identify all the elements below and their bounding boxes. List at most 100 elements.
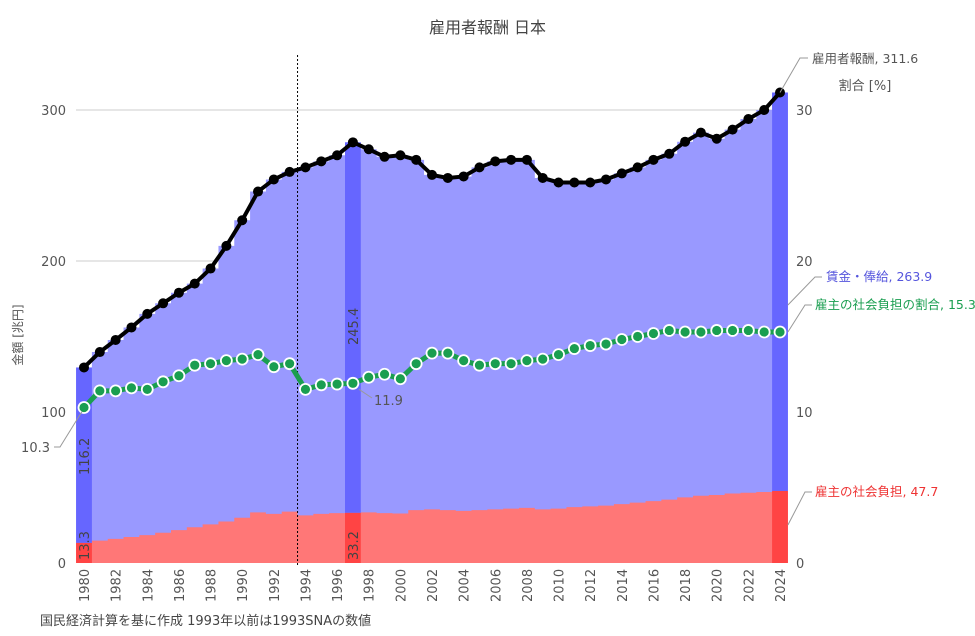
employer-burden-area [76, 490, 788, 563]
leader-burden [787, 491, 812, 526]
total-point [474, 162, 485, 173]
ratio-point [741, 324, 755, 337]
ratio-point [631, 330, 645, 343]
total-point [521, 154, 532, 165]
ratio-point [299, 382, 312, 396]
total-point [300, 162, 311, 173]
wages-highlight-bar [772, 92, 788, 491]
label-burden-end: 雇主の社会負担, 47.7 [815, 484, 938, 499]
total-point [363, 144, 374, 155]
footnote: 国民経済計算を基に作成 1993年以前は1993SNAの数値 [40, 614, 372, 629]
total-point [173, 287, 184, 298]
ratio-point [599, 337, 613, 351]
total-point [253, 186, 263, 197]
total-point [158, 298, 169, 309]
ratio-point [583, 339, 597, 352]
y-tick-label: 300 [41, 104, 66, 119]
total-point [79, 362, 89, 373]
y2-tick-label: 10 [796, 406, 813, 421]
x-tick-label: 2024 [774, 569, 789, 602]
ratio-point [441, 346, 455, 360]
x-tick-label: 1994 [299, 569, 314, 602]
total-point [759, 105, 770, 115]
x-tick-label: 1998 [363, 569, 378, 602]
y2-axis-title: 割合 [%] [839, 78, 892, 94]
total-point [632, 162, 643, 173]
ratio-point [567, 342, 581, 355]
ratio-point [283, 357, 297, 371]
x-tick-label: 2010 [553, 569, 568, 602]
label-total-end: 雇用者報酬, 311.6 [812, 51, 918, 66]
leader-total [779, 57, 808, 93]
ratio-point [251, 348, 265, 362]
ratio-point [77, 401, 91, 414]
chart-title: 雇用者報酬 日本 [428, 18, 547, 37]
total-point [537, 172, 548, 183]
total-point [142, 308, 153, 319]
x-tick-label: 2006 [489, 569, 504, 602]
ratio-point [520, 354, 534, 368]
total-point [569, 177, 580, 188]
x-tick-label: 1990 [236, 569, 251, 602]
x-tick-label: 2002 [426, 569, 441, 602]
ratio-point [473, 358, 486, 372]
total-point [395, 150, 406, 161]
ratio-point [125, 381, 138, 395]
y-tick-label: 100 [41, 406, 66, 421]
ratio-point [330, 377, 344, 391]
label-burden-1980: 13.3 [78, 531, 93, 560]
total-point [268, 174, 279, 185]
ratio-point [552, 348, 565, 362]
wages-highlight-bar [345, 142, 361, 513]
wages-area [76, 92, 788, 563]
burden-highlight-bar [345, 512, 361, 563]
x-tick-label: 1982 [110, 569, 125, 602]
ratio-point [204, 357, 217, 371]
total-point [427, 169, 437, 180]
ratio-point [235, 352, 249, 366]
total-point [237, 215, 248, 226]
total-point [711, 133, 722, 144]
total-point [110, 334, 121, 345]
y-tick-label: 0 [58, 557, 66, 572]
ratio-point [457, 354, 471, 368]
x-tick-label: 2016 [647, 569, 662, 602]
total-point [601, 174, 611, 185]
ratio-point [773, 325, 787, 339]
x-tick-label: 2004 [458, 569, 473, 602]
x-tick-label: 1992 [268, 569, 283, 602]
leader-ratio [787, 304, 812, 333]
ratio-point [346, 376, 360, 390]
total-point [94, 347, 105, 358]
leader-wages [787, 276, 822, 306]
ratio-point [726, 324, 739, 337]
ratio-point [314, 378, 328, 392]
ratio-point [409, 357, 423, 371]
ratio-point [188, 358, 202, 372]
ratio-point [536, 352, 550, 366]
label-ratio-start: 10.3 [21, 441, 50, 456]
ratio-point [172, 369, 186, 383]
total-point [189, 278, 200, 289]
ratio-point [647, 327, 660, 340]
x-tick-label: 2012 [584, 569, 599, 602]
ratio-point [488, 357, 502, 371]
ratio-point [710, 324, 724, 337]
y-axis-title: 金額 [兆円] [10, 304, 25, 365]
ratio-point [267, 360, 281, 374]
total-point [585, 177, 596, 188]
total-point [458, 171, 469, 182]
total-point [284, 166, 295, 177]
total-point [347, 137, 358, 148]
x-tick-label: 2020 [711, 569, 726, 602]
total-point [553, 177, 564, 188]
x-tick-label: 2008 [521, 569, 536, 602]
label-burden-1997: 33.2 [347, 531, 362, 560]
y2-tick-label: 20 [796, 255, 813, 270]
x-tick-label: 2014 [616, 569, 631, 602]
leader-ratio-start [54, 411, 83, 448]
label-wages-end: 賃金・俸給, 263.9 [826, 269, 932, 284]
y2-tick-label: 30 [796, 104, 813, 119]
